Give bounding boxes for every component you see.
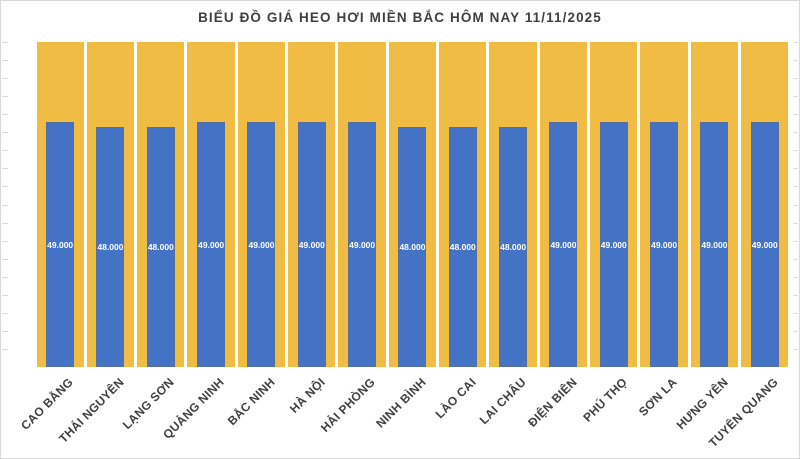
gridline-stub <box>793 240 798 242</box>
plot-area: 49.000 48.000 48.000 49.000 49.000 49.000 49.0… <box>35 42 790 367</box>
price-bar: 49.000 <box>46 122 75 367</box>
gridline-stub <box>2 186 8 188</box>
price-bar: 48.000 <box>398 127 427 367</box>
gridline-stub <box>2 132 8 134</box>
gridline-stub <box>2 258 8 260</box>
bar-value-label: 48.000 <box>147 242 174 252</box>
category-slot: 49.000 <box>186 42 236 367</box>
gridline-stub <box>793 114 798 116</box>
bar-value-label: 49.000 <box>751 239 778 250</box>
bar-value-label: 48.000 <box>500 242 527 252</box>
price-bar: 48.000 <box>448 127 477 367</box>
category-slot: 49.000 <box>337 42 387 367</box>
price-bar: 49.000 <box>700 122 729 367</box>
category-slot: 49.000 <box>689 42 739 367</box>
gridline-stub <box>2 78 8 80</box>
category-slot: 49.000 <box>236 42 286 367</box>
bar-value-label: 49.000 <box>550 239 577 250</box>
bar-value-label: 48.000 <box>449 242 476 252</box>
gridline-stub <box>793 348 798 350</box>
bar-value-label: 48.000 <box>399 242 426 252</box>
gridline-stub <box>793 60 798 62</box>
gridline-stub <box>2 240 8 242</box>
chart-title: BIỂU ĐỒ GIÁ HEO HƠI MIỀN BẮC HÔM NAY 11/… <box>198 10 602 25</box>
price-bar: 49.000 <box>297 122 326 367</box>
price-bar: 49.000 <box>599 122 628 367</box>
price-bar: 48.000 <box>146 127 175 367</box>
category-slot: 49.000 <box>287 42 337 367</box>
bar-value-label: 49.000 <box>298 239 325 250</box>
gridline-stub <box>2 348 8 350</box>
gridline-stub <box>793 312 798 314</box>
bar-value-label: 49.000 <box>701 239 728 250</box>
gridline-stub <box>2 294 8 296</box>
price-bar: 49.000 <box>197 122 226 367</box>
price-bar: 49.000 <box>750 122 779 367</box>
gridline-stub <box>2 276 8 278</box>
price-bar: 49.000 <box>549 122 578 367</box>
bar-value-label: 49.000 <box>349 239 376 250</box>
gridline-stub <box>2 204 8 206</box>
bar-value-label: 49.000 <box>651 239 678 250</box>
gridline-stub <box>2 312 8 314</box>
gridline-stub <box>2 114 8 116</box>
category-slot: 49.000 <box>589 42 639 367</box>
gridline-stub <box>793 150 798 152</box>
category-slot: 48.000 <box>85 42 135 367</box>
category-slot: 48.000 <box>438 42 488 367</box>
gridline-stub <box>793 186 798 188</box>
bar-value-label: 49.000 <box>47 239 74 250</box>
gridline-stub <box>793 78 798 80</box>
gridline-stub <box>793 276 798 278</box>
price-bar: 48.000 <box>96 127 125 367</box>
price-bar: 49.000 <box>247 122 276 367</box>
gridline-stub <box>793 294 798 296</box>
gridline-stub <box>2 60 8 62</box>
category-slot: 49.000 <box>740 42 790 367</box>
price-bar: 49.000 <box>650 122 679 367</box>
price-bar: 48.000 <box>499 127 528 367</box>
gridline-stub <box>793 42 798 43</box>
bar-value-label: 48.000 <box>97 242 124 252</box>
gridline-stub <box>793 258 798 260</box>
gridline-stub <box>793 168 798 170</box>
bar-value-label: 49.000 <box>248 239 275 250</box>
bar-value-label: 49.000 <box>198 239 225 250</box>
gridline-stub <box>793 204 798 206</box>
price-bar: 49.000 <box>348 122 377 367</box>
gridline-stub <box>793 330 798 332</box>
category-slot: 48.000 <box>387 42 437 367</box>
category-slot: 49.000 <box>639 42 689 367</box>
gridline-stub <box>793 132 798 134</box>
gridline-stub <box>2 222 8 224</box>
gridline-stub <box>2 96 8 98</box>
gridline-stub <box>2 150 8 152</box>
category-slot: 48.000 <box>488 42 538 367</box>
gridline-stub <box>2 330 8 332</box>
bar-value-label: 49.000 <box>600 239 627 250</box>
category-slot: 49.000 <box>538 42 588 367</box>
category-slot: 49.000 <box>35 42 85 367</box>
gridline-stub <box>2 168 8 170</box>
gridline-stub <box>793 96 798 98</box>
gridline-stub <box>2 42 8 43</box>
category-slot: 48.000 <box>136 42 186 367</box>
gridline-stub <box>793 222 798 224</box>
